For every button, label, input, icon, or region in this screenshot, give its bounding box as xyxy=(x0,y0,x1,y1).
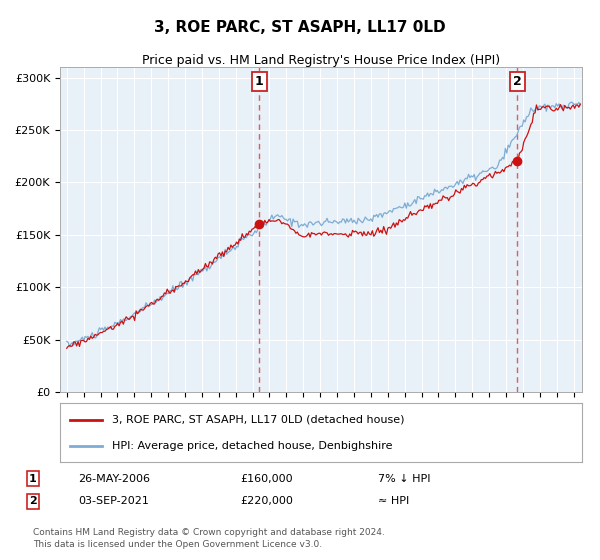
Text: ≈ HPI: ≈ HPI xyxy=(378,496,409,506)
Text: 2: 2 xyxy=(29,496,37,506)
Text: 1: 1 xyxy=(254,75,263,88)
Text: £220,000: £220,000 xyxy=(240,496,293,506)
Text: 26-MAY-2006: 26-MAY-2006 xyxy=(78,474,150,484)
Text: HPI: Average price, detached house, Denbighshire: HPI: Average price, detached house, Denb… xyxy=(112,441,392,451)
Title: Price paid vs. HM Land Registry's House Price Index (HPI): Price paid vs. HM Land Registry's House … xyxy=(142,54,500,67)
Text: 2: 2 xyxy=(513,75,521,88)
Text: 3, ROE PARC, ST ASAPH, LL17 0LD (detached house): 3, ROE PARC, ST ASAPH, LL17 0LD (detache… xyxy=(112,414,404,424)
Text: 7% ↓ HPI: 7% ↓ HPI xyxy=(378,474,431,484)
Text: 03-SEP-2021: 03-SEP-2021 xyxy=(78,496,149,506)
Text: 3, ROE PARC, ST ASAPH, LL17 0LD: 3, ROE PARC, ST ASAPH, LL17 0LD xyxy=(154,20,446,35)
Text: £160,000: £160,000 xyxy=(240,474,293,484)
Text: 1: 1 xyxy=(29,474,37,484)
Text: Contains HM Land Registry data © Crown copyright and database right 2024.
This d: Contains HM Land Registry data © Crown c… xyxy=(33,528,385,549)
